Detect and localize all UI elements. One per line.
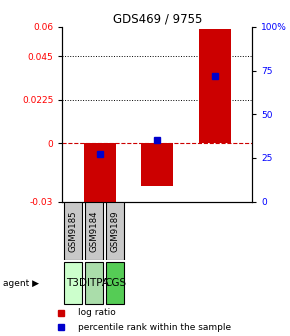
- Bar: [85, 262, 103, 304]
- Text: GSM9189: GSM9189: [110, 210, 119, 252]
- Bar: [64, 202, 82, 260]
- Bar: [142, 143, 173, 186]
- Text: T3: T3: [66, 278, 79, 288]
- Bar: [106, 262, 124, 304]
- Bar: [199, 29, 231, 143]
- Text: GSM9184: GSM9184: [90, 210, 99, 252]
- Text: percentile rank within the sample: percentile rank within the sample: [77, 323, 231, 332]
- Text: DITPA: DITPA: [79, 278, 109, 288]
- Bar: [85, 202, 103, 260]
- Text: log ratio: log ratio: [77, 308, 115, 318]
- Bar: [64, 262, 82, 304]
- Text: CGS: CGS: [104, 278, 126, 288]
- Title: GDS469 / 9755: GDS469 / 9755: [113, 13, 202, 26]
- Bar: [84, 143, 116, 206]
- Bar: [106, 202, 124, 260]
- Text: agent ▶: agent ▶: [3, 279, 39, 288]
- Text: GSM9185: GSM9185: [68, 210, 77, 252]
